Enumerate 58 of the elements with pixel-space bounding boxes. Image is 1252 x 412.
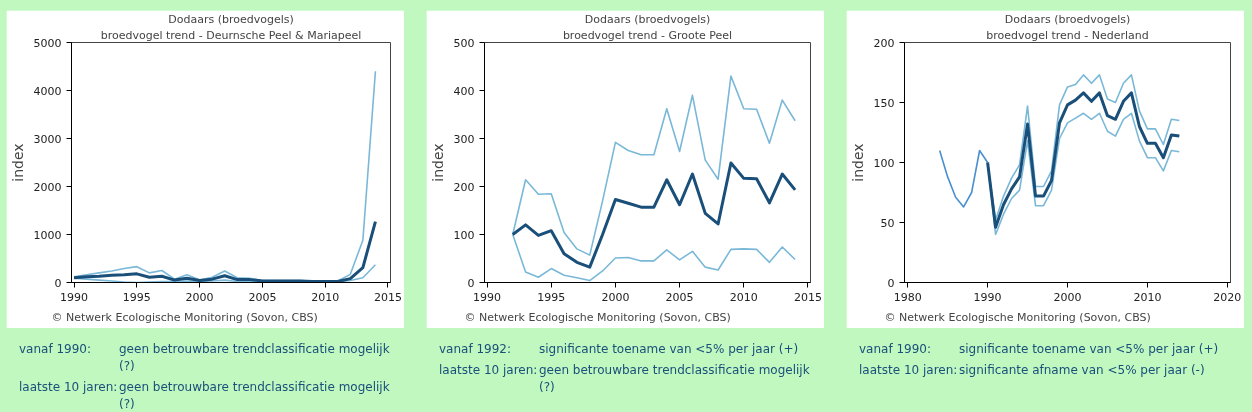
y-axis-title: index xyxy=(9,143,26,182)
text: © Netwerk Ecologische Monitoring (Sovon, CBS) xyxy=(464,310,731,324)
x-tick-label: 1980 xyxy=(893,290,922,304)
x-tick-label: 2015 xyxy=(373,290,402,304)
chart-subtitle: broedvogel trend - Deurnsche Peel & Mariapeel xyxy=(100,28,362,42)
y-tick-label: 100 xyxy=(873,156,895,170)
y-tick-label: 0 xyxy=(54,276,62,290)
y-tick-label: 200 xyxy=(873,36,895,50)
text: © Netwerk Ecologische Monitoring (Sovon, CBS) xyxy=(51,310,318,324)
chart-subtitle: broedvogel trend - Nederland xyxy=(986,28,1149,42)
y-tick-label: 1000 xyxy=(33,228,62,242)
text: © Netwerk Ecologische Monitoring (Sovon, CBS) xyxy=(884,310,1151,324)
x-tick-label: 2000 xyxy=(601,290,630,304)
y-tick-label: 3000 xyxy=(33,132,62,146)
x-tick-label: 2000 xyxy=(185,290,214,304)
x-tick-label: 1990 xyxy=(60,290,89,304)
text: geen betrouwbare trendclassificatie mogelijk (?) xyxy=(539,362,811,397)
x-tick-label: 1990 xyxy=(473,290,502,304)
y-tick-label: 200 xyxy=(453,180,475,194)
y-tick-label: 100 xyxy=(453,228,475,242)
text: geen betrouwbare trendclassificatie mogelijk (?) xyxy=(119,341,391,376)
y-tick-label: 2000 xyxy=(33,180,62,194)
x-tick-label: 1995 xyxy=(122,290,151,304)
text: vanaf 1990: xyxy=(859,341,933,358)
y-tick-label: 4000 xyxy=(33,84,62,98)
x-tick-label: 2010 xyxy=(311,290,340,304)
text: laatste 10 jaren: xyxy=(859,362,959,380)
x-tick-label: 2010 xyxy=(729,290,758,304)
y-tick-label: 5000 xyxy=(33,36,62,50)
text: laatste 10 jaren: xyxy=(439,362,539,380)
text: vanaf 1990: xyxy=(19,341,93,358)
x-tick-label: 2000 xyxy=(1053,290,1082,304)
text: significante toename van <5% per jaar (+) xyxy=(959,341,1220,358)
x-tick-label: 1990 xyxy=(973,290,1002,304)
y-tick-label: 400 xyxy=(453,84,475,98)
y-tick-label: 300 xyxy=(453,132,475,146)
chart-title: Dodaars (broedvogels) xyxy=(1004,12,1131,26)
y-axis-title: index xyxy=(849,143,866,182)
x-tick-label: 2005 xyxy=(665,290,694,304)
y-tick-label: 0 xyxy=(887,276,895,290)
chart-subtitle: broedvogel trend - Groote Peel xyxy=(562,28,733,42)
y-tick-label: 150 xyxy=(873,96,895,110)
y-tick-label: 500 xyxy=(453,36,475,50)
chart-title: Dodaars (broedvogels) xyxy=(168,12,294,26)
x-tick-label: 2005 xyxy=(248,290,277,304)
y-tick-label: 0 xyxy=(467,276,475,290)
text: vanaf 1992: xyxy=(439,341,513,358)
text: significante toename van <5% per jaar (+) xyxy=(539,341,800,358)
x-tick-label: 2015 xyxy=(793,290,822,304)
x-tick-label: 2020 xyxy=(1213,290,1242,304)
text: laatste 10 jaren: xyxy=(19,379,119,397)
x-tick-label: 2010 xyxy=(1133,290,1162,304)
y-axis-title: index xyxy=(429,143,446,182)
text: significante afname van <5% per jaar (-) xyxy=(959,362,1206,380)
chart-title: Dodaars (broedvogels) xyxy=(584,12,711,26)
y-tick-label: 50 xyxy=(880,216,895,230)
x-tick-label: 1995 xyxy=(537,290,566,304)
text: geen betrouwbare trendclassificatie mogelijk (?) xyxy=(119,379,391,412)
